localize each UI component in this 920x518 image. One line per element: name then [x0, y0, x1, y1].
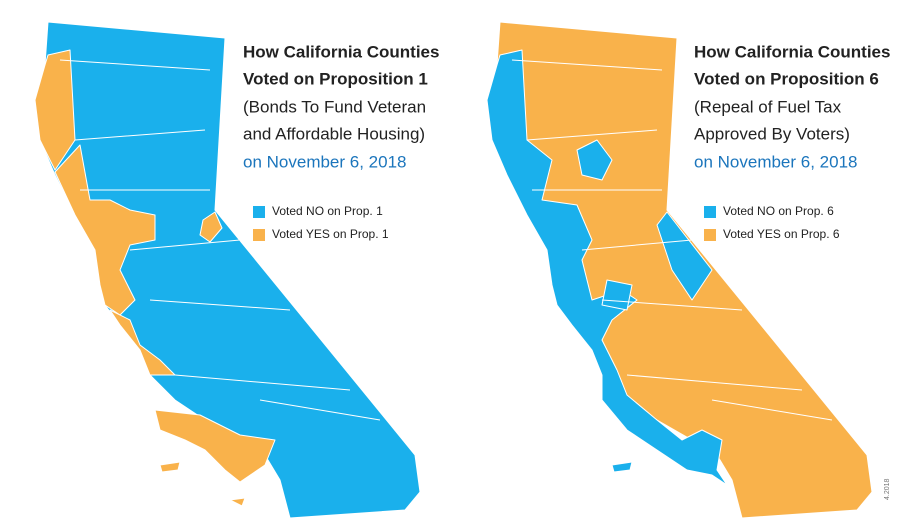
- map-subtitle: Approved By Voters): [694, 124, 850, 143]
- county-region: [199, 211, 223, 243]
- island: [611, 461, 633, 473]
- footnote: 4.2018: [884, 478, 891, 500]
- map-title: How California Counties: [243, 42, 439, 61]
- legend-label: Voted NO on Prop. 1: [272, 204, 383, 218]
- county-region: [154, 409, 276, 483]
- map-prop-1: [34, 21, 421, 518]
- map-date: on November 6, 2018: [694, 152, 858, 171]
- legend-swatch: [253, 229, 265, 241]
- map-subtitle: and Affordable Housing): [243, 124, 425, 143]
- county-region: [601, 279, 633, 311]
- legend-label: Voted YES on Prop. 6: [723, 227, 840, 241]
- legend-swatch: [253, 206, 265, 218]
- map-date: on November 6, 2018: [243, 152, 407, 171]
- legend-label: Voted NO on Prop. 6: [723, 204, 834, 218]
- legend-swatch: [704, 206, 716, 218]
- map-title: Voted on Proposition 1: [243, 69, 428, 88]
- county-region: [54, 144, 156, 316]
- map-prop-6: [486, 21, 873, 518]
- map-title: How California Counties: [694, 42, 890, 61]
- map-subtitle: (Repeal of Fuel Tax: [694, 97, 842, 116]
- county-borders: [511, 59, 833, 421]
- island: [159, 461, 246, 507]
- map-title: Voted on Proposition 6: [694, 69, 879, 88]
- legend-swatch: [704, 229, 716, 241]
- county-region: [656, 211, 713, 301]
- county-borders: [59, 59, 381, 421]
- county-region: [486, 49, 728, 486]
- labels: How California Counties Voted on Proposit…: [243, 42, 890, 241]
- county-region: [34, 49, 76, 171]
- legend-label: Voted YES on Prop. 1: [272, 227, 389, 241]
- map-subtitle: (Bonds To Fund Veteran: [243, 97, 426, 116]
- county-region: [576, 139, 613, 181]
